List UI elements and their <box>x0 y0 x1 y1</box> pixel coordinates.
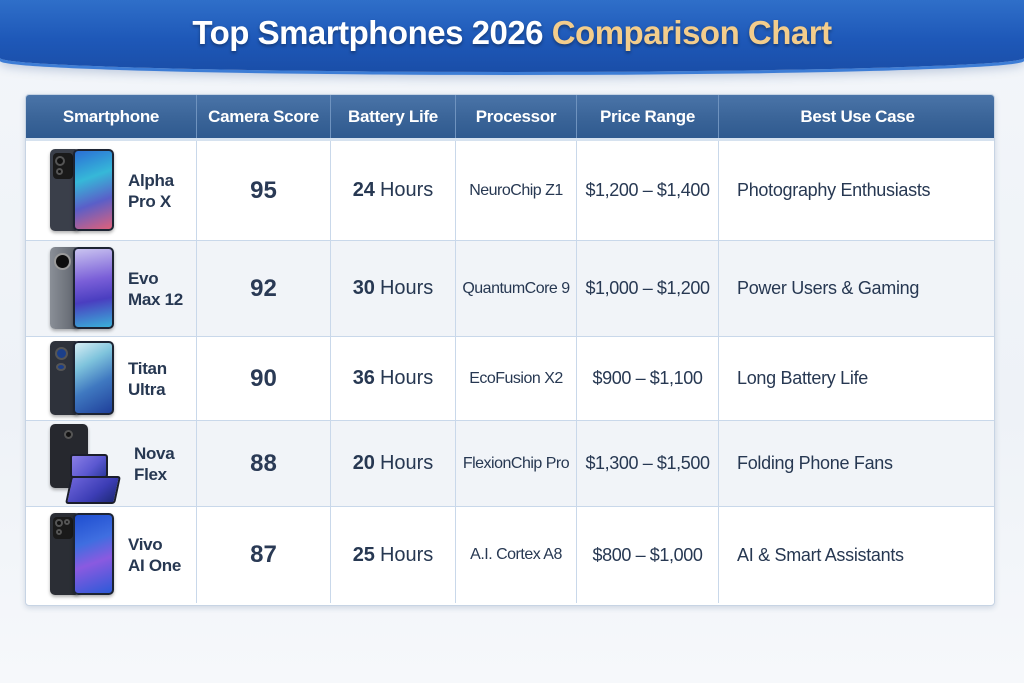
battery-life: 25 Hours <box>331 507 456 603</box>
column-header-smartphone: Smartphone <box>26 95 197 138</box>
phone-name-line1: Nova <box>134 443 175 463</box>
phone-name-line1: Vivo <box>128 535 163 554</box>
best-use-case: Folding Phone Fans <box>737 453 893 473</box>
phone-name-line2: Pro X <box>128 191 171 211</box>
phone-name-line1: Titan <box>128 358 167 378</box>
smartphone-cell: Nova Flex <box>26 421 197 506</box>
price-range: $1,000 – $1,200 <box>577 241 719 336</box>
processor: EcoFusion X2 <box>456 337 577 420</box>
smartphone-cell: Evo Max 12 <box>26 241 197 336</box>
phone-name-line1: Alpha <box>128 170 174 190</box>
phone-name-line2: Ultra <box>128 379 166 399</box>
smartphone-cell: Titan Ultra <box>26 337 197 420</box>
best-use-case: AI & Smart Assistants <box>737 544 904 565</box>
table-row: Titan Ultra 90 36 Hours EcoFusion X2 $900… <box>26 337 994 421</box>
price-range: $800 – $1,000 <box>577 507 719 603</box>
foldable-phone-nova-flex-icon <box>50 423 122 504</box>
phone-name-line2: AI One <box>128 556 181 575</box>
smartphone-alpha-pro-x-icon <box>50 148 116 233</box>
column-header-price-range: Price Range <box>577 95 719 138</box>
processor: FlexionChip Pro <box>456 421 577 506</box>
phone-name-line1: Evo <box>128 268 159 288</box>
table-row: Evo Max 12 92 30 Hours QuantumCore 9 $1,0… <box>26 241 994 337</box>
column-header-battery-life: Battery Life <box>331 95 456 138</box>
smartphone-vivo-ai-one-icon <box>50 513 116 597</box>
battery-life: 36 Hours <box>331 337 456 420</box>
camera-score: 95 <box>197 141 331 240</box>
comparison-table: Smartphone Camera Score Battery Life Pro… <box>25 94 995 606</box>
table-body: Alpha Pro X 95 24 Hours NeuroChip Z1 $1,2… <box>26 141 994 603</box>
best-use-case: Long Battery Life <box>737 368 868 388</box>
smartphone-evo-max-12-icon <box>50 246 116 331</box>
table-header: Smartphone Camera Score Battery Life Pro… <box>26 95 994 141</box>
column-header-best-use-case: Best Use Case <box>800 106 915 126</box>
best-use-case: Photography Enthusiasts <box>737 180 931 200</box>
page-title: Top Smartphones 2026 Comparison Chart <box>0 14 1024 52</box>
processor: A.I. Cortex A8 <box>456 507 577 603</box>
battery-life: 30 Hours <box>331 241 456 336</box>
title-main: Top Smartphones 2026 <box>192 14 544 51</box>
title-banner: Top Smartphones 2026 Comparison Chart <box>0 0 1024 72</box>
smartphone-cell: Vivo AI One <box>26 507 197 603</box>
title-accent: Comparison Chart <box>551 14 832 51</box>
price-range: $1,300 – $1,500 <box>577 421 719 506</box>
price-range: $1,200 – $1,400 <box>577 141 719 240</box>
processor: QuantumCore 9 <box>456 241 577 336</box>
best-use-case: Power Users & Gaming <box>737 278 920 298</box>
table-row: Vivo AI One 87 25 Hours A.I. Cortex A8 $8… <box>26 507 994 603</box>
smartphone-cell: Alpha Pro X <box>26 141 197 240</box>
phone-name-line2: Max 12 <box>128 289 183 309</box>
column-header-camera-score: Camera Score <box>197 95 331 138</box>
table-row: Nova Flex 88 20 Hours FlexionChip Pro $1,… <box>26 421 994 507</box>
column-header-processor: Processor <box>456 95 577 138</box>
smartphone-titan-ultra-icon <box>50 340 116 417</box>
table-row: Alpha Pro X 95 24 Hours NeuroChip Z1 $1,2… <box>26 141 994 241</box>
camera-score: 88 <box>197 421 331 506</box>
processor: NeuroChip Z1 <box>456 141 577 240</box>
price-range: $900 – $1,100 <box>577 337 719 420</box>
camera-score: 87 <box>197 507 331 603</box>
battery-life: 24 Hours <box>331 141 456 240</box>
camera-score: 92 <box>197 241 331 336</box>
phone-name-line2: Flex <box>134 464 167 484</box>
battery-life: 20 Hours <box>331 421 456 506</box>
camera-score: 90 <box>197 337 331 420</box>
